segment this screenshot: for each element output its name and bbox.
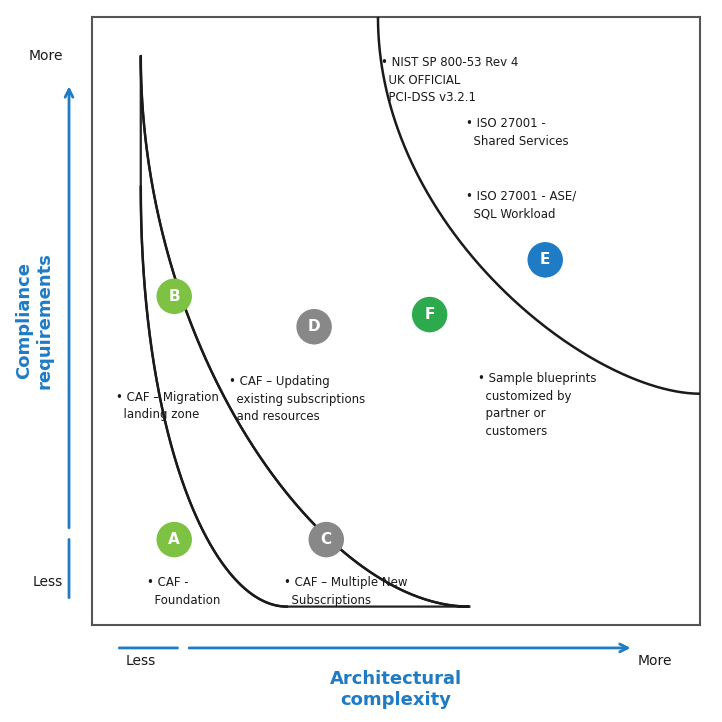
Text: A: A xyxy=(168,532,180,547)
Text: Architectural
complexity: Architectural complexity xyxy=(330,671,462,709)
Text: More: More xyxy=(638,654,672,668)
Text: Less: Less xyxy=(126,654,156,668)
Polygon shape xyxy=(420,323,439,331)
Circle shape xyxy=(157,279,191,313)
Text: Compliance
requirements: Compliance requirements xyxy=(15,252,53,389)
Text: • CAF – Updating
  existing subscriptions
  and resources: • CAF – Updating existing subscriptions … xyxy=(229,375,365,424)
Polygon shape xyxy=(165,548,183,557)
Text: • CAF -
  Foundation: • CAF - Foundation xyxy=(147,576,220,606)
Text: B: B xyxy=(168,289,180,304)
Text: D: D xyxy=(308,319,321,334)
Text: • Sample blueprints
  customized by
  partner or
  customers: • Sample blueprints customized by partne… xyxy=(478,373,597,438)
Circle shape xyxy=(297,310,331,344)
Text: • ISO 27001 -
  Shared Services: • ISO 27001 - Shared Services xyxy=(466,117,569,147)
Circle shape xyxy=(157,523,191,557)
Text: Less: Less xyxy=(32,575,63,589)
Polygon shape xyxy=(165,305,183,313)
Text: • NIST SP 800-53 Rev 4
  UK OFFICIAL
  PCI-DSS v3.2.1: • NIST SP 800-53 Rev 4 UK OFFICIAL PCI-D… xyxy=(381,56,518,104)
Polygon shape xyxy=(305,335,323,344)
Text: More: More xyxy=(28,49,63,64)
Text: C: C xyxy=(321,532,332,547)
Polygon shape xyxy=(141,56,469,606)
Polygon shape xyxy=(317,548,336,557)
Text: E: E xyxy=(540,252,550,267)
Circle shape xyxy=(413,297,447,331)
Circle shape xyxy=(529,243,562,277)
Text: • CAF – Migration
  landing zone: • CAF – Migration landing zone xyxy=(116,391,219,421)
Polygon shape xyxy=(536,269,554,277)
Text: • ISO 27001 - ASE/
  SQL Workload: • ISO 27001 - ASE/ SQL Workload xyxy=(466,190,576,220)
Text: F: F xyxy=(425,307,435,322)
Text: • CAF – Multiple New
  Subscriptions: • CAF – Multiple New Subscriptions xyxy=(284,576,407,606)
Circle shape xyxy=(309,523,343,557)
